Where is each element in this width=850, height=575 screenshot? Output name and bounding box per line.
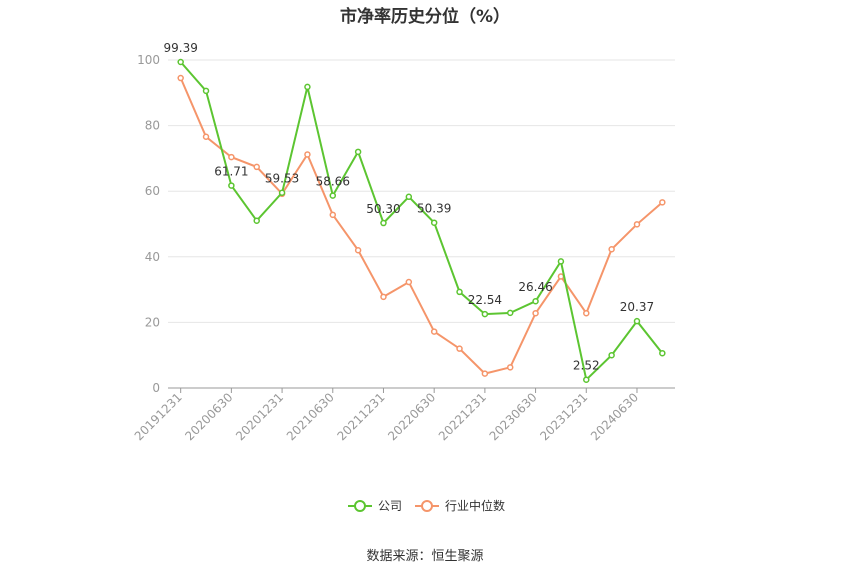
data-source: 数据来源：恒生聚源	[366, 549, 484, 564]
y-tick-label: 0	[152, 381, 160, 395]
data-label: 50.39	[417, 202, 451, 216]
data-point	[177, 74, 184, 82]
data-point	[278, 189, 286, 196]
data-point	[430, 219, 438, 226]
data-point	[253, 217, 260, 224]
data-point	[430, 328, 438, 335]
data-point	[228, 153, 235, 161]
legend-item-1: 行业中位数	[415, 498, 505, 513]
data-point	[380, 219, 387, 227]
data-point	[583, 376, 590, 383]
data-point	[405, 193, 413, 201]
x-tick-label: 20201231	[233, 390, 286, 443]
data-point	[557, 258, 565, 265]
x-tick-label: 20191231	[132, 390, 185, 443]
data-point	[608, 246, 615, 253]
y-tick-label: 100	[137, 53, 160, 67]
data-point	[633, 317, 641, 325]
data-label: 50.30	[366, 202, 400, 216]
data-point	[532, 309, 539, 317]
x-tick-label: 20221231	[436, 390, 489, 443]
y-tick-label: 80	[145, 119, 160, 133]
data-point	[456, 345, 463, 352]
data-label: 2.52	[573, 359, 600, 373]
series-line-0	[179, 61, 664, 382]
data-point	[633, 221, 641, 228]
x-tick-label: 20231231	[537, 390, 590, 443]
legend-marker	[421, 500, 433, 512]
legend-label: 行业中位数	[445, 498, 505, 513]
data-label: 20.37	[620, 300, 654, 314]
x-tick-label: 20240630	[588, 390, 641, 443]
data-point	[659, 199, 666, 206]
y-tick-label: 40	[145, 250, 160, 264]
data-point	[329, 192, 337, 199]
data-point	[202, 87, 210, 95]
data-point	[659, 349, 666, 357]
data-label: 58.66	[316, 175, 350, 189]
x-tick-label: 20220630	[385, 390, 438, 443]
chart-title: 市净率历史分位（%）	[339, 7, 511, 27]
data-point	[329, 211, 337, 219]
y-tick-label: 20	[145, 315, 160, 329]
data-label: 99.39	[163, 41, 197, 55]
data-label: 61.71	[214, 165, 248, 179]
data-point	[506, 309, 514, 317]
x-tick-label: 20210630	[284, 390, 337, 443]
data-label: 59.53	[265, 172, 299, 186]
data-point	[354, 246, 362, 254]
data-point	[405, 278, 413, 286]
legend-item-0: 公司	[348, 499, 402, 513]
data-point	[557, 273, 565, 280]
data-label: 22.54	[468, 293, 502, 307]
data-point	[304, 151, 311, 158]
data-point	[583, 309, 590, 317]
data-point	[354, 148, 362, 156]
data-point	[177, 58, 184, 66]
x-tick-label: 20230630	[487, 390, 540, 443]
data-point	[253, 163, 260, 171]
legend-marker	[354, 500, 366, 512]
data-point	[506, 364, 514, 371]
data-label: 26.46	[518, 280, 552, 294]
series-line-1	[179, 77, 663, 375]
data-point	[456, 288, 463, 296]
legend-label: 公司	[378, 499, 402, 513]
data-point	[481, 370, 489, 377]
data-point	[481, 310, 489, 318]
data-point	[304, 83, 311, 91]
data-point	[380, 293, 387, 301]
x-tick-label: 20200630	[182, 390, 235, 443]
data-point	[532, 297, 539, 305]
y-tick-label: 60	[145, 184, 160, 198]
data-point	[608, 351, 615, 359]
data-point	[228, 182, 235, 189]
x-tick-label: 20211231	[335, 390, 388, 443]
data-point	[202, 133, 210, 141]
